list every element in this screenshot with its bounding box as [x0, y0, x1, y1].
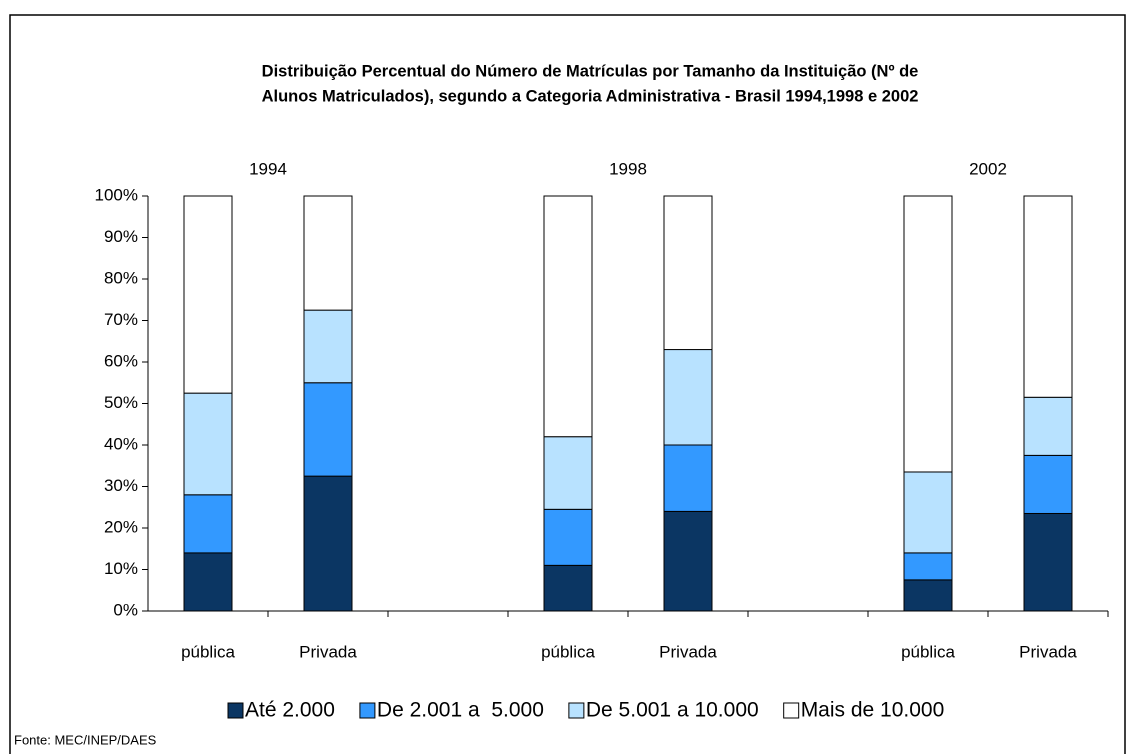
x-tick-label: Privada — [659, 642, 717, 661]
bar-segment — [183, 195, 233, 394]
group-label: 1998 — [609, 159, 647, 178]
y-tick-label: 70% — [104, 310, 138, 329]
source-note: Fonte: MEC/INEP/DAES — [14, 732, 157, 747]
y-tick-label: 60% — [104, 351, 138, 370]
bar-segment — [663, 444, 713, 512]
bar-segment — [543, 564, 593, 612]
bar-segment — [903, 471, 953, 554]
group-label: 2002 — [969, 159, 1007, 178]
x-tick-label: Privada — [299, 642, 357, 661]
chart-title: Distribuição Percentual do Número de Mat… — [262, 62, 919, 80]
x-tick-label: pública — [181, 642, 235, 661]
legend-swatch — [568, 702, 585, 719]
bar-segment — [903, 552, 953, 581]
x-tick-label: pública — [541, 642, 595, 661]
bar-segment — [543, 436, 593, 510]
legend-swatch — [359, 702, 376, 719]
y-tick-label: 40% — [104, 434, 138, 453]
bar-segment — [1023, 454, 1073, 514]
bar-segment — [903, 195, 953, 473]
legend-swatch — [227, 702, 244, 719]
x-tick-label: pública — [901, 642, 955, 661]
y-tick-label: 50% — [104, 393, 138, 412]
bar-segment — [303, 475, 353, 612]
bar-segment — [303, 309, 353, 384]
y-tick-label: 20% — [104, 517, 138, 536]
y-tick-label: 90% — [104, 227, 138, 246]
chart-title: Alunos Matriculados), segundo a Categori… — [262, 87, 919, 105]
bar-segment — [1023, 396, 1073, 456]
bar-segment — [1023, 195, 1073, 398]
bar-segment — [183, 392, 233, 496]
bar-segment — [1023, 512, 1073, 612]
x-tick-label: Privada — [1019, 642, 1077, 661]
bar-segment — [183, 494, 233, 554]
y-tick-label: 30% — [104, 476, 138, 495]
y-tick-label: 0% — [113, 600, 138, 619]
y-tick-label: 80% — [104, 268, 138, 287]
legend-swatch — [783, 702, 800, 719]
bar-segment — [543, 508, 593, 566]
legend-label: Até 2.000 — [245, 699, 335, 722]
bar-segment — [903, 579, 953, 612]
y-tick-label: 100% — [95, 185, 138, 204]
bar-segment — [303, 195, 353, 311]
legend-label: Mais de 10.000 — [801, 699, 945, 722]
bar-segment — [663, 195, 713, 351]
group-label: 1994 — [249, 159, 287, 178]
bar-segment — [663, 510, 713, 612]
bar-segment — [183, 552, 233, 612]
bar-segment — [663, 349, 713, 446]
bar-segment — [543, 195, 593, 438]
legend-label: De 5.001 a 10.000 — [586, 699, 759, 722]
y-tick-label: 10% — [104, 559, 138, 578]
bar-segment — [303, 382, 353, 477]
legend-label: De 2.001 a 5.000 — [377, 699, 544, 722]
